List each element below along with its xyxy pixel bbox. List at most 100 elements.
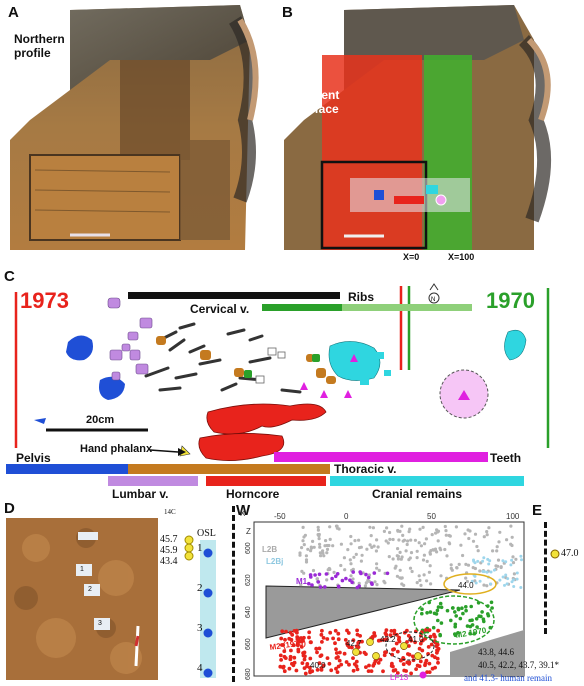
l2b-point xyxy=(409,538,413,542)
l2b-point xyxy=(439,574,443,578)
c14-label: 14C xyxy=(164,508,176,516)
m2-1973-point xyxy=(299,645,304,649)
l2b-point xyxy=(375,583,379,587)
l2b-point xyxy=(433,547,438,551)
m2-1973-point xyxy=(389,629,394,633)
m2-1973-point xyxy=(288,630,293,635)
x100-label: X=100 xyxy=(448,252,475,262)
m1-point xyxy=(310,583,314,587)
l2bj-point xyxy=(486,557,490,561)
m2-1970-point xyxy=(460,606,464,610)
m2-1973-point xyxy=(325,656,330,660)
m2-1970-point xyxy=(472,631,477,636)
l2b-point xyxy=(309,545,313,549)
m2-1973-point xyxy=(391,668,396,673)
m1-point xyxy=(350,580,354,585)
pelvis-fragment xyxy=(34,418,46,424)
l2b-point xyxy=(318,542,322,546)
l2bj-point xyxy=(510,580,514,584)
m1-label: M1 xyxy=(296,577,308,586)
arrow-head-icon xyxy=(178,448,186,456)
l2b-point xyxy=(321,551,325,555)
m2-1973-point xyxy=(328,630,333,635)
l2b-point xyxy=(357,538,361,542)
m2-1973-point xyxy=(334,651,339,655)
m2-1973-ellipse xyxy=(385,631,435,661)
pelvis-label: Pelvis xyxy=(16,451,51,465)
y-tick: 640 xyxy=(245,606,252,618)
m2-1973-point xyxy=(301,651,305,655)
l2bj-points xyxy=(470,554,523,589)
m2-1973-point xyxy=(376,638,381,643)
m2-1973-point xyxy=(319,668,324,672)
m2-1970-point xyxy=(450,606,455,610)
m2-1973-point xyxy=(417,646,422,651)
l2b-point xyxy=(417,541,421,545)
m2-1973-point xyxy=(334,647,338,652)
m2-1973-point xyxy=(418,659,423,664)
m2-1970-point xyxy=(476,601,481,605)
m2-1973-point xyxy=(331,636,335,641)
l2bj-point xyxy=(509,563,513,567)
m2-1973-point xyxy=(378,657,383,662)
date-41-0: 41.0 xyxy=(408,635,424,644)
y-tick: 620 xyxy=(245,574,252,586)
l2b-point xyxy=(408,527,412,531)
m2-1973-point xyxy=(367,663,371,668)
m2-1973-point xyxy=(384,632,389,637)
l2bj-point xyxy=(470,579,474,583)
l2b-point xyxy=(425,579,429,583)
lumbar-fragments xyxy=(107,297,153,381)
l2b-point xyxy=(374,549,378,553)
panel-d-photo xyxy=(6,518,158,680)
l2b-point xyxy=(485,530,489,534)
l2b-point xyxy=(436,539,440,543)
l2b-point xyxy=(369,534,373,538)
l2bj-point xyxy=(501,575,505,579)
l2b-point xyxy=(476,549,480,553)
l2b-point xyxy=(415,581,419,585)
m1-point xyxy=(316,580,321,584)
m2-1973-point xyxy=(321,663,326,668)
osl-label: OSL xyxy=(197,528,216,539)
l2b-point xyxy=(461,553,465,558)
l2b-point xyxy=(393,566,397,570)
l2b-point xyxy=(444,529,448,533)
l2b-point xyxy=(316,525,320,529)
l2b-point xyxy=(471,566,475,570)
l2bj-point xyxy=(492,568,496,572)
l2b-point xyxy=(491,549,495,553)
l2bj-point xyxy=(487,562,491,566)
l2b-point xyxy=(388,537,392,541)
m2-1973-point xyxy=(354,659,359,664)
m2-1973-point xyxy=(308,669,312,673)
m2-1973-point xyxy=(279,658,283,662)
l2b-point xyxy=(478,569,482,573)
m2-1970-point xyxy=(439,621,444,625)
unidentified-fragments xyxy=(255,347,286,384)
m2-1973-point xyxy=(351,668,356,673)
m2-1973-point xyxy=(433,635,437,639)
l2b-point xyxy=(449,566,453,570)
m2-1973-point xyxy=(345,641,349,646)
m2-1973-point xyxy=(278,664,283,669)
l2b-point xyxy=(382,529,386,533)
l2b-point xyxy=(443,524,447,529)
l2b-point xyxy=(425,559,429,563)
m2-1973-point xyxy=(351,638,356,642)
l2bj-point xyxy=(472,558,475,562)
x0-label: X=0 xyxy=(403,252,420,262)
w-bottom-dates-3: and 41.3- human remain xyxy=(464,673,552,683)
l2bj-point xyxy=(482,556,486,560)
l2b-point xyxy=(467,536,471,541)
m1-point xyxy=(355,585,360,590)
l2b-point xyxy=(457,562,461,566)
m2-1973-point xyxy=(314,646,319,651)
m2-1973-point xyxy=(296,649,301,654)
l2b-point xyxy=(384,539,388,543)
l2b-point xyxy=(410,569,414,574)
l2b-point xyxy=(342,556,346,560)
l2b-point xyxy=(387,555,391,559)
l2b-point xyxy=(325,551,329,555)
l2b-point xyxy=(401,539,405,543)
